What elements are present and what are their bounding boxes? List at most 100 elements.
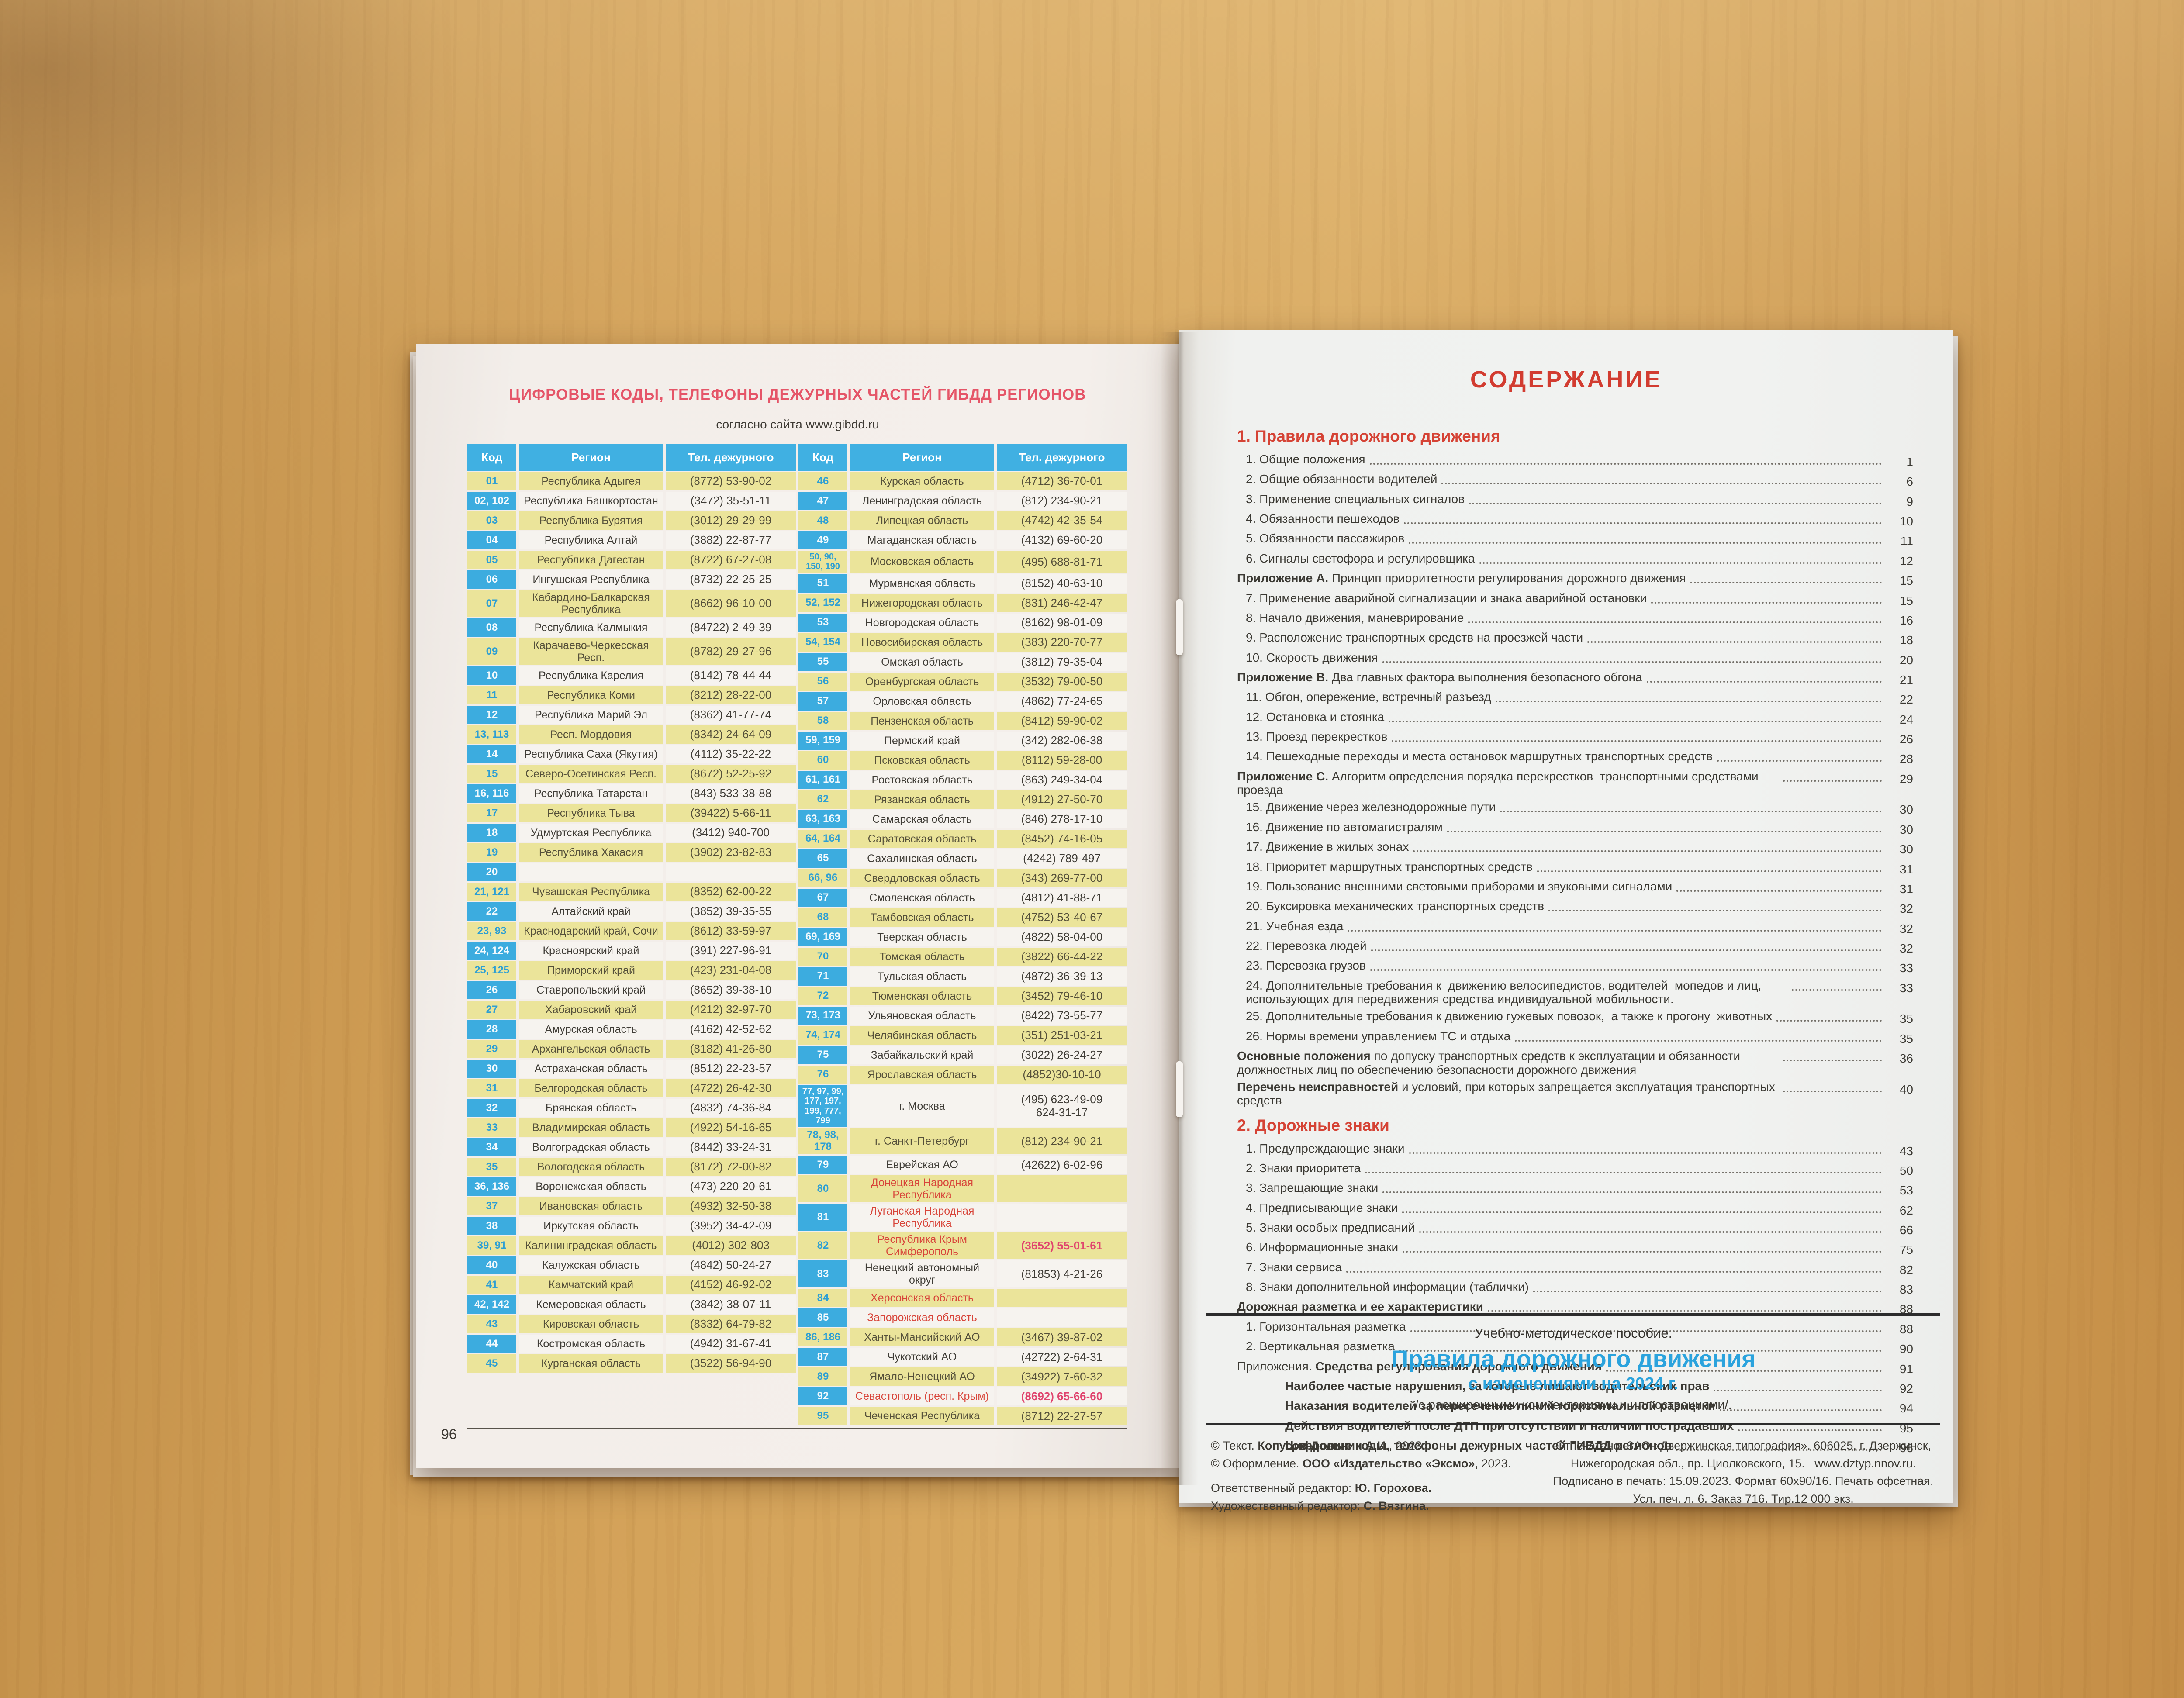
table-cell-code: 45 bbox=[467, 1354, 516, 1373]
text-segment: Средства регулирования дорожного движени… bbox=[1315, 1359, 1602, 1373]
toc-item: 3. Применение специальных сигналов 9 bbox=[1237, 492, 1913, 508]
table-cell-phone: (8212) 28-22-00 bbox=[666, 686, 796, 704]
table-cell-phone: (3842) 38-07-11 bbox=[666, 1295, 796, 1314]
table-cell-code: 75 bbox=[798, 1046, 847, 1064]
table-cell-code: 06 bbox=[467, 570, 516, 589]
table-cell-region: Ивановская область bbox=[519, 1197, 663, 1215]
toc-page-number: 30 bbox=[1899, 822, 1913, 836]
table-cell-region: Иркутская область bbox=[519, 1217, 663, 1235]
table-cell-code: 77, 97, 99, 177, 197, 199, 777, 799 bbox=[798, 1085, 847, 1127]
toc-item: 16. Движение по автомагистралям 30 bbox=[1237, 820, 1913, 836]
table-cell-code: 58 bbox=[798, 711, 847, 730]
codes-table-left-half: Код Регион Тел. дежурного 01 Республика Адыг… bbox=[467, 444, 796, 1425]
imprint-line: Подписано в печать: 15.09.2023. Формат 6… bbox=[1546, 1472, 1940, 1490]
toc-item: 5. Знаки особых предписаний 66 bbox=[1237, 1221, 1913, 1237]
toc-page-number: 18 bbox=[1899, 633, 1913, 647]
table-cell-region: Тамбовская область bbox=[850, 908, 994, 927]
toc-leader-dots bbox=[1783, 770, 1882, 782]
table-cell-phone: (495) 688-81-71 bbox=[997, 551, 1127, 573]
toc-item: 25. Дополнительные требования к движению… bbox=[1237, 1009, 1913, 1025]
table-cell-phone: (473) 220-20-61 bbox=[666, 1177, 796, 1196]
imprint-line: Художественный редактор: С. Вязгина. bbox=[1211, 1497, 1546, 1515]
table-cell-region: Краснодарский край, Сочи bbox=[519, 922, 663, 940]
table-cell-region: Калининградская область bbox=[519, 1236, 663, 1255]
toc-item: Наказания водителей за пересечение линий… bbox=[1237, 1399, 1913, 1415]
table-cell-phone: (84722) 2-49-39 bbox=[666, 618, 796, 637]
table-cell-phone: (3902) 23-82-83 bbox=[666, 843, 796, 862]
table-cell-phone: (4852)30-10-10 bbox=[997, 1065, 1127, 1084]
toc-section-heading-2: 2. Дорожные знаки bbox=[1237, 1116, 1389, 1134]
toc-leader-dots bbox=[1717, 749, 1882, 762]
text-segment: 19. Пользование внешними световыми прибо… bbox=[1246, 879, 1673, 893]
toc-item: 2. Знаки приоритета 50 bbox=[1237, 1161, 1913, 1177]
imprint-line: Усл. печ. л. 6. Заказ 716. Тир.12 000 эк… bbox=[1546, 1490, 1940, 1508]
toc-item-label: Приложение А. Принцип приоритетности рег… bbox=[1237, 571, 1686, 585]
toc-page-number: 29 bbox=[1899, 772, 1913, 786]
table-cell-code: 11 bbox=[467, 686, 516, 704]
toc-page-number: 92 bbox=[1899, 1381, 1913, 1395]
table-header-cell: Код bbox=[467, 444, 516, 471]
table-cell-code: 66, 96 bbox=[798, 869, 847, 887]
toc-item-label: 23. Перевозка грузов bbox=[1246, 959, 1366, 972]
toc-leader-dots bbox=[1409, 531, 1882, 544]
table-cell-phone: (343) 269-77-00 bbox=[997, 869, 1127, 887]
table-cell-region: Брянская область bbox=[519, 1099, 663, 1117]
table-cell-region: Свердловская область bbox=[850, 869, 994, 887]
table-cell-phone: (4722) 26-42-30 bbox=[666, 1079, 796, 1097]
table-cell-phone: (39422) 5-66-11 bbox=[666, 804, 796, 822]
table-cell-region: Чеченская Республика bbox=[850, 1407, 994, 1425]
table-cell-code: 19 bbox=[467, 843, 516, 862]
toc-item: 24. Дополнительные требования к движению… bbox=[1237, 979, 1913, 1006]
table-cell-code: 87 bbox=[798, 1348, 847, 1367]
text-segment: Алгоритм определения порядка перекрестко… bbox=[1237, 769, 1762, 797]
text-segment: 13. Проезд перекрестков bbox=[1246, 730, 1388, 744]
toc-page-number: 10 bbox=[1899, 514, 1913, 528]
toc-leader-dots bbox=[1410, 1320, 1882, 1332]
toc-item: 7. Знаки сервиса 82 bbox=[1237, 1260, 1913, 1277]
table-cell-region: Республика Хакасия bbox=[519, 843, 663, 862]
text-segment: Приложение С. bbox=[1237, 769, 1332, 783]
toc-item-label: 15. Движение через железнодорожные пути bbox=[1246, 800, 1496, 814]
table-cell-region: Республика Татарстан bbox=[519, 784, 663, 803]
table-cell-region: Ханты-Мансийский АО bbox=[850, 1328, 994, 1347]
table-cell-phone bbox=[997, 1308, 1127, 1327]
toc-leader-dots bbox=[1468, 611, 1882, 623]
text-segment: 1. Общие положения bbox=[1246, 452, 1365, 466]
table-cell-code: 40 bbox=[467, 1256, 516, 1274]
table-cell-region: Еврейская АО bbox=[850, 1156, 994, 1174]
toc-item: 13. Проезд перекрестков 26 bbox=[1237, 730, 1913, 746]
table-cell-code: 62 bbox=[798, 790, 847, 809]
toc-page-number: 96 bbox=[1899, 1441, 1913, 1455]
text-segment: Ответственный редактор: bbox=[1211, 1481, 1355, 1494]
table-cell-region: Донецкая Народная Республика bbox=[850, 1175, 994, 1203]
table-cell-phone: (3532) 79-00-50 bbox=[997, 672, 1127, 691]
text-segment: 25. Дополнительные требования к движению… bbox=[1246, 1009, 1773, 1023]
text-segment: Нижегородская обл., пр. Циолковского, 15… bbox=[1570, 1456, 1916, 1470]
table-cell-phone: (4942) 31-67-41 bbox=[666, 1335, 796, 1353]
table-cell-code: 59, 159 bbox=[798, 731, 847, 750]
table-cell-phone: (8452) 74-16-05 bbox=[997, 829, 1127, 848]
table-cell-region: Республика Башкортостан bbox=[519, 492, 663, 510]
toc-leader-dots bbox=[1348, 919, 1882, 932]
toc-item: 1. Предупреждающие знаки 43 bbox=[1237, 1142, 1913, 1158]
toc-item: 26. Нормы времени управлением ТС и отдых… bbox=[1237, 1029, 1913, 1046]
text-segment: Дорожная разметка и ее характеристики bbox=[1237, 1300, 1483, 1314]
toc-item: Приложение С. Алгоритм определения поряд… bbox=[1237, 770, 1913, 797]
text-segment: Приложение В. bbox=[1237, 670, 1332, 684]
table-cell-region: Кировская область bbox=[519, 1315, 663, 1333]
text-segment: Подписано в печать: 15.09.2023. Формат 6… bbox=[1553, 1474, 1934, 1487]
table-cell-region: Оренбургская область bbox=[850, 672, 994, 691]
toc-item: 8. Начало движения, маневрирование 16 bbox=[1237, 611, 1913, 627]
text-segment: Усл. печ. л. 6. Заказ 716. Тир.12 000 эк… bbox=[1633, 1492, 1854, 1505]
table-cell-phone: (3522) 56-94-90 bbox=[666, 1354, 796, 1373]
table-cell-region: Новгородская область bbox=[850, 613, 994, 632]
table-cell-phone: (8172) 72-00-82 bbox=[666, 1158, 796, 1176]
toc-page-number: 90 bbox=[1899, 1342, 1913, 1356]
toc-page-number: 53 bbox=[1899, 1184, 1913, 1198]
table-cell-phone: (8772) 53-90-02 bbox=[666, 472, 796, 490]
table-cell-phone: (3952) 34-42-09 bbox=[666, 1217, 796, 1235]
toc-leader-dots bbox=[1792, 979, 1882, 991]
table-cell-region: Калужская область bbox=[519, 1256, 663, 1274]
text-segment: 6. Сигналы светофора и регулировщика bbox=[1246, 551, 1475, 565]
table-cell-code: 14 bbox=[467, 745, 516, 763]
